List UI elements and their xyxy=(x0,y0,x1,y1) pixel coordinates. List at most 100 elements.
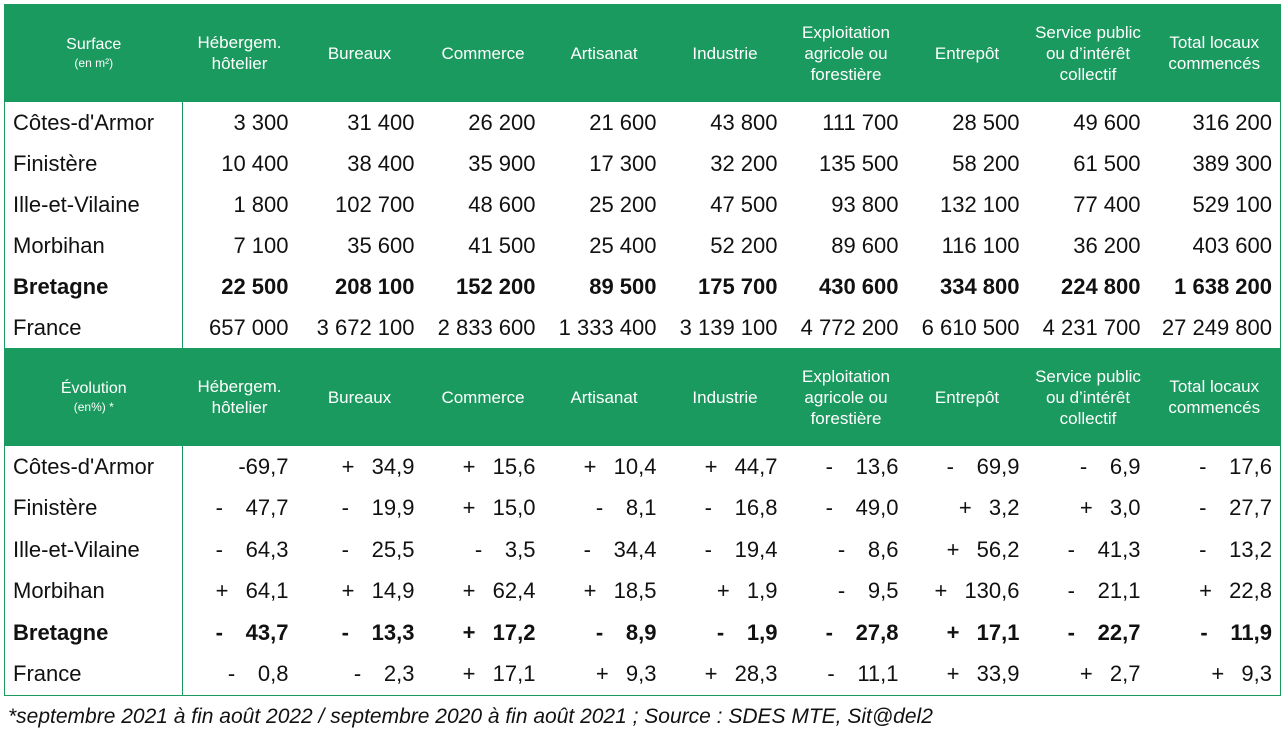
value-label: 22,8 xyxy=(1229,578,1272,604)
sign-label: - xyxy=(215,619,223,645)
table-cell: 111 700 xyxy=(822,109,899,135)
table-cell: -6,9 xyxy=(1028,446,1149,488)
table-cell: -64,3 xyxy=(183,529,297,571)
table-row: Ille-et-Vilaine 1 800 102 700 48 600 25 200 4… xyxy=(4,184,1281,225)
column-header: Industrie xyxy=(664,4,786,102)
table-cell: 152 200 xyxy=(455,273,536,299)
table-cell: -11,9 xyxy=(1149,612,1281,654)
value-label: 27,7 xyxy=(1229,495,1272,521)
table-cell: -49,0 xyxy=(786,488,907,530)
column-header: Hébergem. hôtelier xyxy=(182,4,297,102)
surface-header-label: Surface (en m²) xyxy=(4,4,183,102)
value-label: 15,6 xyxy=(492,453,536,479)
sign-label: - xyxy=(1200,619,1208,645)
value-label: 1,9 xyxy=(746,619,778,645)
value-label: 13,2 xyxy=(1229,536,1272,562)
table-cell: -13,2 xyxy=(1149,529,1281,571)
table-cell: 3 300 xyxy=(233,109,289,135)
sign-label: - xyxy=(837,536,846,562)
value-label: 9,3 xyxy=(625,661,657,687)
value-label: 34,4 xyxy=(613,536,657,562)
table-cell: -47,7 xyxy=(183,488,297,530)
table-cell: 36 200 xyxy=(1073,232,1141,258)
table-cell: 657 000 xyxy=(208,314,289,340)
table-cell: 21 600 xyxy=(589,109,657,135)
table-row: Ille-et-Vilaine -64,3-25,5-3,5-34,4-19,4-… xyxy=(4,529,1281,571)
table-cell: +28,3 xyxy=(664,653,786,696)
value-label: 16,8 xyxy=(734,495,778,521)
table-cell: -19,9 xyxy=(297,488,423,530)
table-cell: 38 400 xyxy=(347,150,415,176)
table-cell: 529 100 xyxy=(1192,191,1272,217)
value-label: 44,7 xyxy=(734,453,778,479)
table-row: France -0,8-2,3 +17,1 +9,3 +28,3-11,1 +33,9 +2… xyxy=(4,653,1281,696)
sign-label: + xyxy=(1199,578,1213,604)
table-cell: +9,3 xyxy=(1148,653,1281,696)
table-cell: -22,7 xyxy=(1028,612,1149,654)
table-cell: +62,4 xyxy=(423,571,544,613)
sign-label: - xyxy=(215,495,223,521)
table-cell: 1 333 400 xyxy=(558,314,657,340)
sign-label: - xyxy=(353,661,362,687)
value-label: 17,2 xyxy=(492,619,536,645)
table-cell: +17,2 xyxy=(423,612,544,654)
sign-label: + xyxy=(595,661,609,687)
value-label: 19,9 xyxy=(371,495,415,521)
value-label: 34,9 xyxy=(371,453,415,479)
value-label: 11,1 xyxy=(857,661,899,687)
sign-label: + xyxy=(958,495,972,521)
table-cell: 89 500 xyxy=(589,273,657,299)
table-cell: 403 600 xyxy=(1192,232,1272,258)
value-label: 8,1 xyxy=(625,495,657,521)
table-cell: 116 100 xyxy=(941,232,1020,258)
table-cell: 61 500 xyxy=(1073,150,1141,176)
table-cell: -1,9 xyxy=(665,612,786,654)
sign-label: + xyxy=(704,661,718,687)
value-label: 8,6 xyxy=(867,536,899,562)
row-label: Côtes-d'Armor xyxy=(4,446,183,488)
row-label: Finistère xyxy=(4,143,183,184)
evolution-header-label: Évolution (en%) * xyxy=(4,348,183,446)
table-cell: 47 500 xyxy=(710,191,778,217)
report-table-container: Surface (en m²) Hébergem. hôtelier Burea… xyxy=(4,4,1281,696)
table-cell: +17,1 xyxy=(422,653,544,696)
table-cell: 27 249 800 xyxy=(1161,314,1272,340)
table-cell: 52 200 xyxy=(710,232,778,258)
sign-label: - xyxy=(716,619,725,645)
table-cell: +15,0 xyxy=(423,488,544,530)
table-cell: -34,4 xyxy=(544,529,665,571)
value-label: 28,3 xyxy=(734,661,778,687)
table-cell: -13,6 xyxy=(786,446,907,488)
table-cell: +33,9 xyxy=(906,653,1028,696)
table-cell: -19,4 xyxy=(665,529,786,571)
row-label: Finistère xyxy=(4,487,183,529)
table-cell: 93 800 xyxy=(831,191,899,217)
column-header: Exploitation agricole ou forestière xyxy=(785,4,907,102)
table-cell: 35 900 xyxy=(468,150,536,176)
value-label: 17,1 xyxy=(976,619,1020,645)
column-header: Service public ou d’intérêt collectif xyxy=(1027,348,1149,446)
column-header: Artisanat xyxy=(543,4,665,102)
table-cell: +17,1 xyxy=(907,612,1028,654)
table-cell: -8,6 xyxy=(786,529,907,571)
table-cell: 35 600 xyxy=(347,232,415,258)
table-cell: 25 200 xyxy=(589,191,657,217)
table-cell: -27,8 xyxy=(786,612,907,654)
sign-label: + xyxy=(462,495,476,521)
table-cell: -8,9 xyxy=(544,612,665,654)
table-cell: +130,6 xyxy=(907,571,1028,613)
table-cell: 175 700 xyxy=(697,273,778,299)
value-label: 3,0 xyxy=(1109,495,1141,521)
table-cell: +10,4 xyxy=(544,446,665,488)
table-cell: +64,1 xyxy=(183,571,297,613)
table-cell: 316 200 xyxy=(1192,109,1272,135)
value-label: 56,2 xyxy=(976,536,1020,562)
column-header: Hébergem. hôtelier xyxy=(182,348,297,446)
table-row: France 657 000 3 672 100 2 833 600 1 333 400… xyxy=(4,307,1281,348)
value-label: 64,3 xyxy=(245,536,289,562)
table-cell: +44,7 xyxy=(665,446,786,488)
sign-label: - xyxy=(1067,619,1075,645)
sign-label: - xyxy=(341,536,349,562)
table-cell: -69,9 xyxy=(907,446,1028,488)
value-label: 9,3 xyxy=(1241,661,1272,687)
